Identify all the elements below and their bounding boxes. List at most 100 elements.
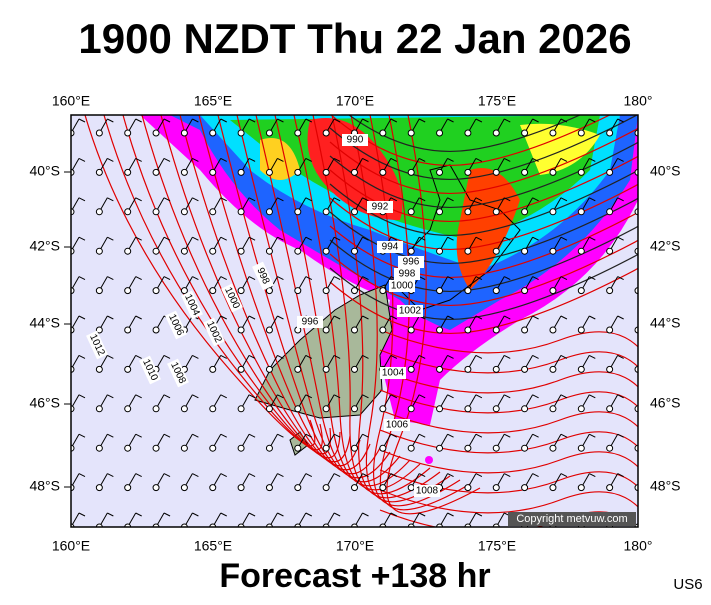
barb-station [265, 208, 273, 216]
barb-station [180, 208, 188, 216]
barb-feather [390, 236, 398, 241]
barb-station [351, 208, 358, 216]
barb-station [549, 365, 557, 373]
barb-feather [305, 236, 313, 241]
barb-feather [163, 118, 171, 123]
barb-staff [637, 171, 638, 173]
barb-station [209, 168, 217, 176]
barb-feather [560, 197, 568, 202]
barb-feather [333, 118, 341, 123]
barb-staff [637, 289, 638, 291]
barb-feather [277, 473, 284, 478]
barb-station [95, 247, 103, 255]
isobar-label-box [139, 355, 161, 385]
barb-feather [390, 315, 398, 320]
barb-station [294, 405, 302, 413]
barb-feather [192, 157, 199, 162]
isobar-label: 1000 [389, 280, 415, 292]
barb-station [436, 168, 444, 176]
isobar [329, 239, 638, 307]
barb-feather [617, 473, 624, 478]
barb-feather [532, 354, 539, 359]
barb-feather [107, 354, 114, 359]
barb-feather [248, 354, 256, 359]
barb-station [606, 444, 614, 452]
barb-station [606, 208, 614, 216]
barb-feather [277, 157, 284, 162]
barb-feather [532, 473, 539, 478]
barb-feather [617, 315, 624, 320]
barb-feather [447, 315, 454, 320]
isobar [329, 211, 638, 279]
barb-station [492, 208, 500, 216]
isobar-label: 996 [297, 316, 323, 328]
barb-station [237, 247, 245, 255]
barb-feather [646, 355, 652, 358]
barb-station [379, 287, 387, 295]
barb-station [180, 129, 188, 137]
barb-feather [617, 197, 624, 202]
barb-feather [107, 512, 114, 517]
barb-station [152, 247, 160, 255]
barb-feather [78, 473, 86, 478]
barb-station [322, 168, 330, 176]
footer: Forecast +138 hr [219, 557, 490, 595]
isobar-label: 1008 [414, 485, 440, 497]
barb-feather [390, 473, 398, 478]
barb-station [492, 365, 500, 373]
barb-station [606, 365, 614, 373]
barb-feather [362, 473, 369, 478]
barb-staff [637, 131, 638, 133]
barb-station [436, 365, 444, 373]
barb-station [294, 484, 302, 492]
barb-feather [362, 433, 369, 438]
barb-feather [192, 473, 199, 478]
barb-feather [390, 118, 398, 123]
barb-station [237, 168, 245, 176]
barb-feather [362, 394, 369, 399]
lat-label-left: 44°S [29, 315, 60, 331]
barb-station [209, 247, 217, 255]
lon-label-bottom: 180° [624, 538, 653, 554]
barb-feather [646, 158, 652, 161]
isobar-label-text: 1004 [382, 368, 405, 379]
barb-feather [532, 236, 539, 241]
barb-station [606, 405, 614, 413]
barb-feather [220, 157, 227, 162]
barb-station [407, 208, 415, 216]
barb-station [577, 484, 585, 492]
barb-station [577, 287, 585, 295]
barb-feather [504, 315, 511, 320]
lat-label-right: 42°S [650, 238, 681, 254]
barb-feather [305, 118, 313, 123]
barb-station [464, 365, 472, 373]
barb-station [152, 444, 160, 452]
barb-feather [78, 118, 86, 123]
barb-feather [248, 118, 256, 123]
barb-station [124, 444, 132, 452]
barb-feather [418, 394, 426, 399]
isobar-label: 990 [342, 134, 368, 146]
title: 1900 NZDT Thu 22 Jan 2026 [78, 15, 631, 62]
isobar [348, 115, 582, 153]
barb-feather [447, 394, 454, 399]
barb-station [549, 247, 557, 255]
barb-feather [277, 118, 284, 123]
barb-station [265, 365, 273, 373]
barb-station [407, 365, 415, 373]
barb-feather [277, 276, 284, 281]
barb-station [209, 484, 217, 492]
barb-station [436, 247, 444, 255]
barb-staff [637, 407, 638, 409]
barb-feather [560, 157, 568, 162]
barb-feather [277, 394, 284, 399]
axes: 160°E 160°E 165°E 165°E 170°E 170°E 175°E 175°E… [29, 93, 680, 554]
barb-feather [78, 354, 86, 359]
barb-feather [135, 157, 142, 162]
isobar [329, 169, 638, 237]
barb-station [521, 287, 529, 295]
barb-feather [135, 433, 142, 438]
barb-feather [135, 354, 142, 359]
barb-station [95, 484, 103, 492]
barb-station [124, 168, 132, 176]
